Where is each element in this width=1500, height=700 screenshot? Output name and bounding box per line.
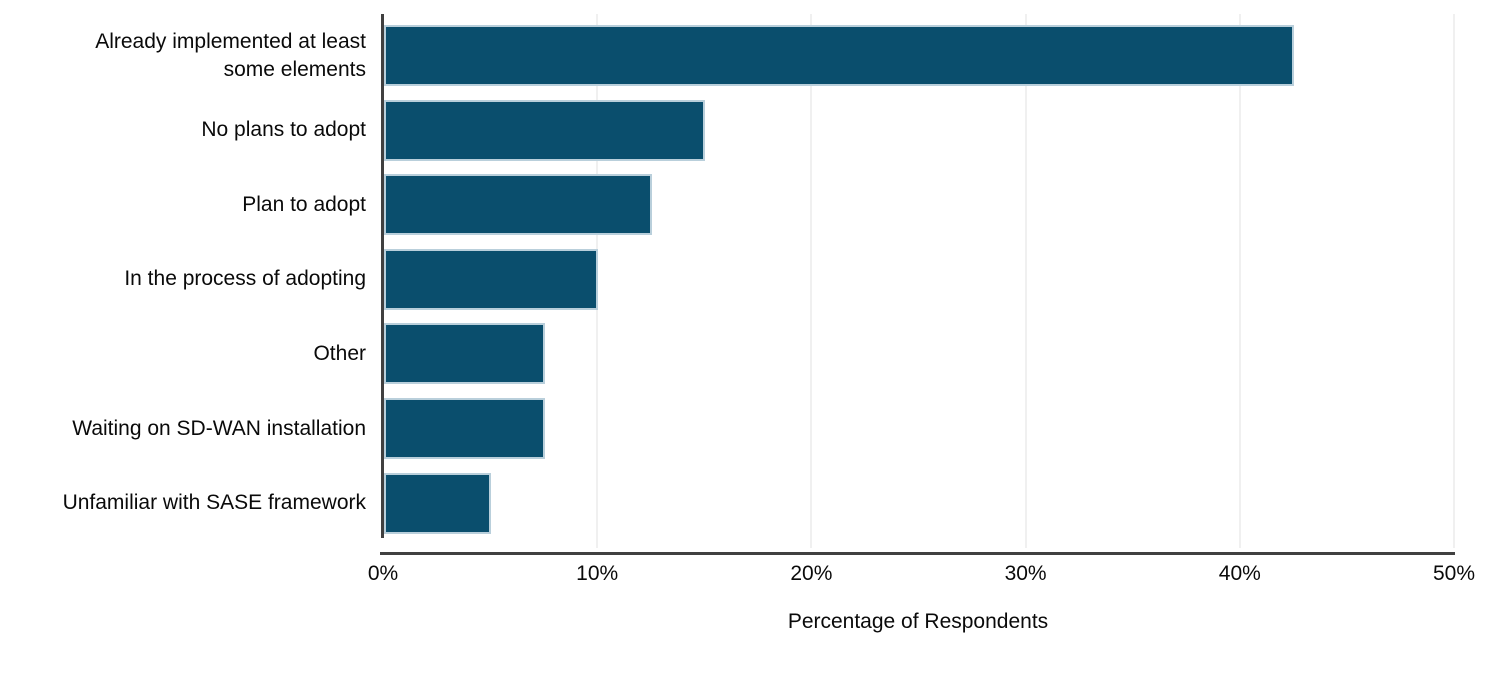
bar <box>384 398 545 459</box>
bar <box>384 323 545 385</box>
category-label: Already implemented at least some elemen… <box>95 29 366 81</box>
category-label: Plan to adopt <box>242 192 366 216</box>
bar <box>384 472 492 534</box>
bar <box>384 174 652 236</box>
x-tick-label: 20% <box>790 562 833 585</box>
category-label: In the process of adopting <box>124 267 366 291</box>
gridline <box>1453 14 1455 548</box>
x-axis-line <box>380 552 1455 555</box>
category-label: Waiting on SD-WAN installation <box>72 416 366 440</box>
gridline <box>1238 14 1241 548</box>
y-axis-line <box>381 14 384 538</box>
x-tick-label: 50% <box>1432 562 1476 585</box>
x-tick-label: 10% <box>576 562 619 585</box>
x-tick-label: 30% <box>1004 562 1047 585</box>
bar <box>384 99 706 161</box>
category-label: No plans to adopt <box>201 118 366 142</box>
gridline <box>1024 14 1027 548</box>
x-axis-title: Percentage of Respondents <box>787 610 1049 633</box>
bar <box>384 248 599 310</box>
x-tick-label: 40% <box>1218 562 1261 585</box>
category-label: Other <box>313 341 366 365</box>
bar <box>384 25 1295 86</box>
gridline <box>810 14 813 548</box>
x-tick-label: 0% <box>367 562 399 585</box>
category-label: Unfamiliar with SASE framework <box>62 491 366 515</box>
